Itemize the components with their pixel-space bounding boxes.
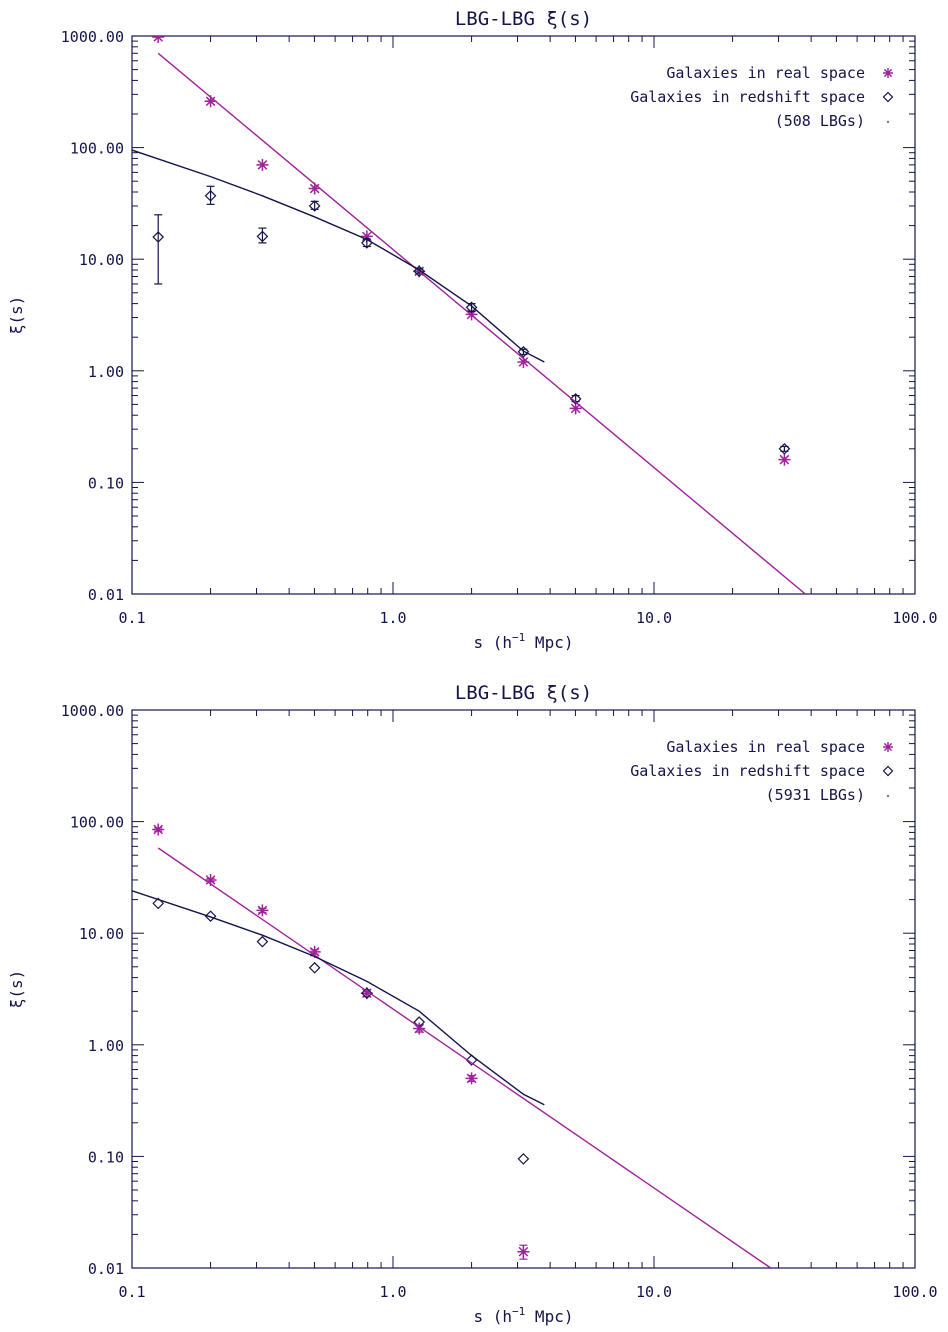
legend-dot-marker xyxy=(887,795,889,797)
legend-label: (5931 LBGs) xyxy=(766,786,865,804)
y-axis-label: ξ(s) xyxy=(7,296,26,335)
redshift-space-point xyxy=(308,961,321,974)
real-space-point xyxy=(152,36,165,43)
legend-label: Galaxies in redshift space xyxy=(630,88,865,106)
chart-title: LBG-LBG ξ(s) xyxy=(455,8,592,30)
legend-label: (508 LBGs) xyxy=(775,112,865,130)
legend-asterisk-marker xyxy=(883,68,893,78)
plot-frame xyxy=(131,35,916,595)
x-tick-label: 10.0 xyxy=(636,609,672,627)
x-tick-label: 0.1 xyxy=(118,1283,145,1301)
legend-diamond-marker xyxy=(882,765,894,777)
real-space-point xyxy=(152,823,165,836)
y-axis-label: ξ(s) xyxy=(7,970,26,1009)
x-axis-label-units: Mpc) xyxy=(525,1307,573,1326)
plot-area xyxy=(132,823,772,1268)
x-axis-label-exponent: −1 xyxy=(512,631,525,644)
chart-panel-top: 0.01 0.10 1.00 10.00 100.00 1000.00 0.1 1.0 10.0… xyxy=(7,8,938,652)
real-space-point xyxy=(778,453,791,466)
redshift-space-point xyxy=(778,442,791,455)
legend-diamond-marker xyxy=(882,91,894,103)
legend-label: Galaxies in real space xyxy=(666,64,865,82)
real-space-point xyxy=(256,904,269,917)
real-space-fit-line xyxy=(157,52,806,594)
real-space-point xyxy=(517,355,530,368)
plot-frame xyxy=(131,709,916,1269)
y-tick-label: 0.10 xyxy=(88,1148,124,1166)
redshift-model-curve xyxy=(132,890,545,1106)
redshift-space-point xyxy=(152,231,165,243)
legend-dot-marker xyxy=(887,121,889,123)
x-axis-label-units: Mpc) xyxy=(525,633,573,652)
redshift-space-point xyxy=(204,189,217,202)
x-tick-label: 100.0 xyxy=(892,609,937,627)
redshift-space-point xyxy=(569,393,582,405)
redshift-space-point xyxy=(517,1153,530,1165)
redshift-space-point xyxy=(256,935,269,948)
x-axis-label: s (h−1 Mpc) xyxy=(474,631,574,652)
redshift-space-point xyxy=(152,897,165,910)
y-tick-label: 100.00 xyxy=(70,814,124,832)
x-tick-label: 0.1 xyxy=(118,609,145,627)
real-space-point xyxy=(308,182,321,195)
redshift-space-point xyxy=(361,987,373,1000)
chart-panel-bottom: 0.01 0.10 1.00 10.00 100.00 1000.00 0.1 1.0 10.0… xyxy=(7,682,938,1326)
x-axis-label: s (h−1 Mpc) xyxy=(474,1305,574,1326)
y-tick-label: 100.00 xyxy=(70,140,124,158)
y-tick-label: 10.00 xyxy=(79,925,124,943)
y-tick-label: 1.00 xyxy=(88,363,124,381)
y-tick-label: 10.00 xyxy=(79,251,124,269)
y-tick-label: 0.01 xyxy=(88,586,124,604)
real-space-fit-line xyxy=(157,847,772,1268)
legend-asterisk-marker xyxy=(883,742,893,752)
real-space-point xyxy=(413,1022,426,1035)
real-space-point xyxy=(465,1072,478,1085)
redshift-space-point xyxy=(465,301,478,314)
redshift-space-point xyxy=(308,200,321,212)
real-space-point xyxy=(256,158,269,171)
redshift-space-point xyxy=(413,265,426,278)
y-tick-label: 1000.00 xyxy=(61,28,124,46)
x-tick-label: 1.0 xyxy=(379,1283,406,1301)
x-tick-label: 100.0 xyxy=(892,1283,937,1301)
plot-area xyxy=(132,36,806,594)
y-tick-label: 0.10 xyxy=(88,474,124,492)
redshift-model-curve xyxy=(132,149,545,363)
x-axis-label-text: s (h xyxy=(474,1307,513,1326)
y-tick-label: 1000.00 xyxy=(61,702,124,720)
x-tick-label: 1.0 xyxy=(379,609,406,627)
x-axis-label-text: s (h xyxy=(474,633,513,652)
redshift-space-point xyxy=(204,910,217,923)
x-axis-label-exponent: −1 xyxy=(512,1305,525,1318)
y-tick-label: 1.00 xyxy=(88,1037,124,1055)
real-space-point xyxy=(569,402,582,415)
redshift-space-point xyxy=(517,345,530,358)
real-space-point xyxy=(204,95,217,108)
y-tick-label: 0.01 xyxy=(88,1260,124,1278)
real-space-point xyxy=(360,987,373,1000)
legend-label: Galaxies in real space xyxy=(666,738,865,756)
real-space-point xyxy=(360,230,373,243)
redshift-space-point xyxy=(256,230,269,243)
real-space-point xyxy=(517,1245,530,1258)
chart-title: LBG-LBG ξ(s) xyxy=(455,682,592,704)
real-space-point xyxy=(204,873,217,886)
x-tick-label: 10.0 xyxy=(636,1283,672,1301)
real-space-point xyxy=(308,945,321,958)
legend-label: Galaxies in redshift space xyxy=(630,762,865,780)
